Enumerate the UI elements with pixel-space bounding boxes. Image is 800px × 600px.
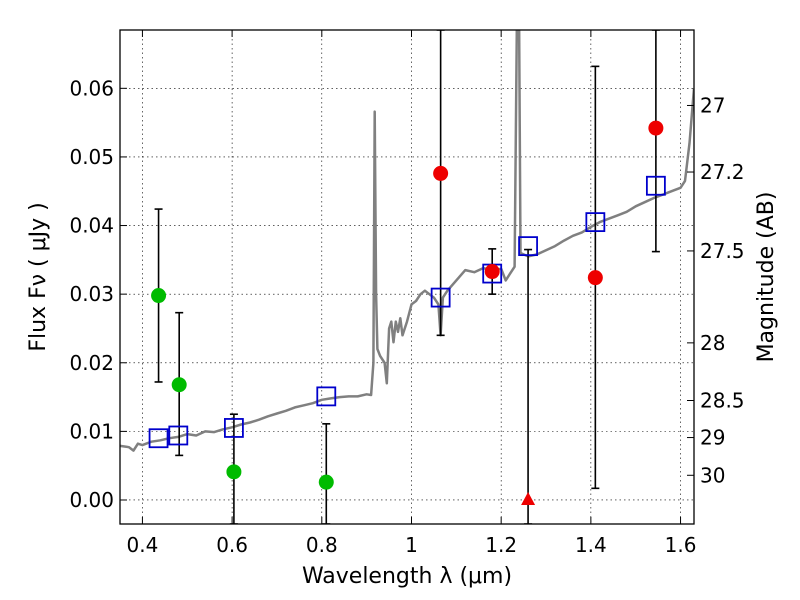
y-tick-label: 0.00 [69, 488, 114, 512]
x-tick-label: 1.2 [485, 533, 517, 557]
model-photometry-square [518, 236, 538, 257]
model-photometry-square [316, 386, 337, 407]
right-axis-label: Magnitude (AB) [754, 192, 779, 363]
model-photometry-square [645, 175, 666, 196]
right-tick-label: 27.5 [700, 239, 745, 263]
y-tick-label: 0.02 [69, 351, 114, 375]
data-point [171, 377, 187, 393]
error-bars-layer [154, 30, 660, 524]
plot-background [120, 30, 694, 524]
y-tick-label: 0.04 [69, 214, 114, 238]
right-tick-label: 27.2 [700, 160, 745, 184]
x-tick-label: 0.8 [306, 533, 338, 557]
model-sed-layer [120, 30, 694, 452]
model-sed-line [120, 30, 694, 452]
right-tick-label: 29 [700, 426, 725, 450]
data-point [484, 264, 500, 280]
y-tick-label: 0.03 [69, 282, 114, 306]
data-point [226, 464, 242, 480]
y-tick-label: 0.06 [69, 76, 114, 100]
model-photometry-square [168, 425, 189, 446]
plot-frame [119, 29, 695, 525]
model-photometry-square [430, 287, 451, 308]
model-photometry-square [148, 428, 169, 449]
data-point [648, 120, 664, 136]
data-point [318, 474, 334, 490]
right-tick-label: 28.5 [700, 389, 745, 413]
axis-ticks: 0.4 0.6 0.8 1 1.2 1.4 1.6 0.00 0.01 0.02 0.03 0.04 0… [69, 30, 745, 557]
x-axis-label: Wavelength λ (μm) [302, 564, 512, 589]
x-tick-label: 1.4 [575, 533, 607, 557]
model-photometry-square [224, 418, 244, 438]
data-point [151, 288, 167, 304]
model-photometry-square [585, 212, 606, 233]
y-tick-label: 0.01 [69, 419, 114, 443]
y-tick-label: 0.05 [69, 145, 114, 169]
x-tick-label: 0.4 [127, 533, 159, 557]
x-tick-label: 0.6 [216, 533, 248, 557]
data-point [587, 270, 603, 286]
data-point [433, 165, 449, 181]
x-tick-label: 1 [405, 533, 418, 557]
right-tick-label: 28 [700, 331, 725, 355]
right-tick-label: 30 [700, 463, 725, 487]
upper-limit-triangle [521, 491, 536, 505]
x-tick-label: 1.6 [665, 533, 697, 557]
y-axis-label: Flux Fν ( μJy ) [26, 202, 51, 351]
right-tick-label: 27 [700, 93, 725, 117]
markers-layer [148, 120, 666, 505]
